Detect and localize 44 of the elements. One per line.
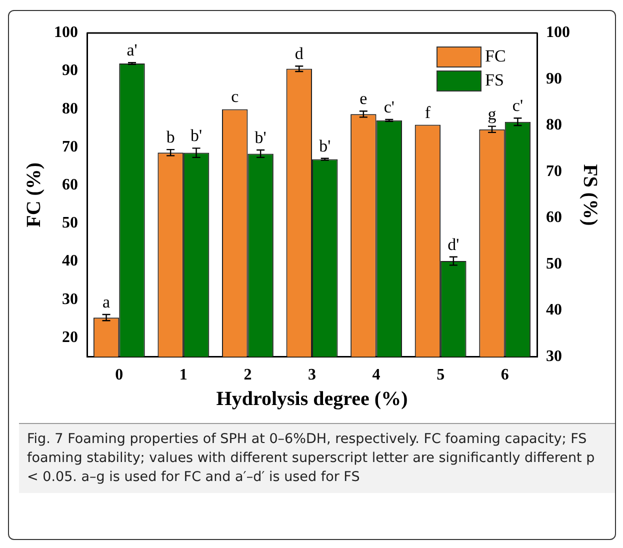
- y2-tick-label: 30: [546, 348, 562, 365]
- x-tick-label: 0: [115, 366, 124, 384]
- y-tick-label: 90: [62, 62, 78, 80]
- y2-axis-title: FS (%): [578, 164, 601, 226]
- y2-tick-label: 40: [546, 302, 562, 319]
- data-label: c': [512, 96, 524, 116]
- x-tick-label: 5: [436, 366, 445, 384]
- data-label: d: [294, 44, 304, 64]
- y-tick-label: 70: [62, 138, 78, 156]
- data-label: b': [319, 136, 331, 156]
- data-label: a': [126, 40, 138, 60]
- data-label: b': [254, 128, 266, 147]
- x-tick-label: 6: [500, 366, 509, 384]
- x-axis-title: Hydrolysis degree (%): [216, 388, 408, 410]
- legend-label: FC: [485, 46, 506, 66]
- y-tick-label: 80: [62, 100, 78, 118]
- y-tick-label: 60: [62, 176, 78, 194]
- y2-tick-label: 80: [546, 116, 562, 134]
- data-label: a: [102, 292, 111, 312]
- data-label: g: [488, 104, 497, 124]
- x-tick-label: 1: [179, 366, 188, 384]
- y-axis-title: FC (%): [23, 162, 46, 228]
- y2-tick-label: 60: [546, 209, 562, 226]
- y-tick-label: 30: [62, 290, 78, 308]
- y2-tick-label: 50: [546, 255, 562, 272]
- data-label: d': [448, 234, 460, 254]
- data-label: e: [360, 89, 368, 108]
- x-tick-label: 2: [244, 366, 252, 384]
- y-tick-label: 40: [62, 252, 78, 270]
- data-label: c': [384, 97, 394, 116]
- y2-tick-label: 90: [546, 70, 562, 88]
- y-tick-label: 100: [54, 24, 78, 42]
- data-label: c: [231, 87, 240, 106]
- legend-label: FS: [485, 70, 504, 90]
- x-tick-label: 4: [372, 366, 380, 384]
- y-tick-label: 50: [62, 214, 78, 232]
- y2-tick-label: 100: [546, 24, 570, 42]
- caption: Fig. 7 Foaming properties of SPH at 0–6%DH, respectively. FC foaming capacity; FS foaming stability; values with different superscript letter are significantly different p < 0.05. a–g is used for FC and a′–d′ is used for FS: [27, 430, 596, 487]
- y2-tick-label: 70: [546, 162, 562, 180]
- data-label: b': [190, 126, 202, 146]
- data-label: b: [166, 128, 175, 147]
- y-tick-label: 20: [62, 328, 78, 346]
- data-label: f: [424, 102, 431, 122]
- x-tick-label: 3: [308, 366, 316, 384]
